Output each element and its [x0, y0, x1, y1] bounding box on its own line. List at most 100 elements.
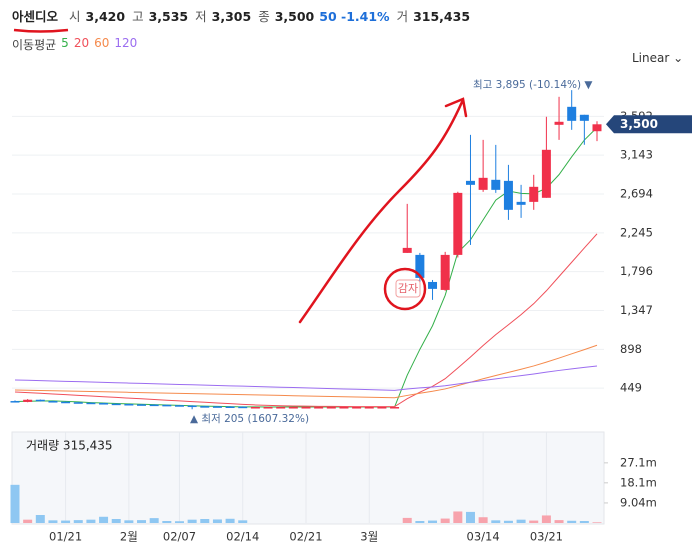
volume-bar	[440, 518, 450, 523]
candle-body	[250, 407, 260, 409]
event-box	[395, 279, 421, 298]
x-tick-label: 02/07	[163, 530, 196, 544]
min-annotation: ▲ 최저 205 (1607.32%)	[190, 413, 309, 425]
volume-bar	[10, 484, 20, 523]
hand-circle	[383, 267, 427, 311]
y-tick-label: 2,245	[620, 225, 653, 239]
candle-body	[478, 177, 488, 190]
candle-body	[124, 403, 134, 406]
candle-body	[390, 407, 400, 409]
quote-label: 저	[195, 9, 207, 24]
candle-body	[137, 404, 147, 406]
candle-body	[352, 407, 362, 409]
price-tag-label: 3,500	[620, 117, 658, 131]
candle-body	[314, 407, 324, 409]
candle-body	[415, 254, 425, 278]
quote-value: 3,500	[274, 9, 315, 24]
candle-body	[339, 407, 349, 409]
volume-bar	[124, 520, 134, 523]
volume-bar	[111, 519, 121, 523]
volume-bar	[137, 520, 147, 523]
ma-line	[14, 365, 598, 391]
volume-panel	[11, 431, 605, 525]
hand-underline	[13, 28, 69, 33]
volume-tick-label: 9.04m	[620, 495, 657, 509]
scale-toggle[interactable]: Linear ⌄	[632, 51, 684, 65]
candle-body	[10, 401, 20, 403]
volume-bar	[149, 518, 159, 523]
price-change: 50 -1.41%	[319, 9, 390, 24]
volume-bar	[478, 517, 488, 523]
candle-body	[567, 106, 577, 121]
volume-bar	[48, 520, 58, 523]
volume-bar	[174, 521, 184, 523]
candle-body	[23, 399, 33, 402]
ma-line	[14, 344, 598, 399]
volume-bar	[187, 519, 197, 523]
quote-value: 3,535	[148, 9, 189, 24]
candle-body	[516, 201, 526, 205]
volume-bar	[503, 520, 513, 523]
candle-body	[592, 124, 602, 132]
y-tick-label: 1,796	[620, 264, 653, 278]
volume-bar	[529, 520, 539, 523]
ma-line	[14, 127, 598, 408]
volume-bar	[23, 519, 33, 523]
legend-entry: 20	[73, 36, 90, 50]
volume-bar	[73, 520, 83, 523]
quote-label: 종	[258, 9, 270, 24]
candle-body	[174, 405, 184, 407]
volume-bar	[225, 518, 235, 523]
x-tick-label: 03/14	[467, 530, 500, 544]
candle-body	[238, 406, 248, 409]
ma-legend: 이동평균 5 20 60 120	[12, 36, 137, 53]
candle-body	[73, 402, 83, 404]
x-tick-label: 3월	[360, 530, 378, 544]
x-tick-label: 01/21	[49, 530, 82, 544]
volume-tick-label: 18.1m	[620, 475, 657, 489]
candle-body	[428, 281, 438, 289]
volume-bar	[453, 511, 463, 523]
quote-value: 3,305	[211, 9, 252, 24]
volume-bar	[402, 517, 412, 523]
candle-body	[212, 406, 222, 408]
volume-bar	[61, 520, 71, 523]
candle-body	[402, 247, 412, 253]
legend-entry: 60	[94, 36, 110, 50]
stock-name: 아센디오	[12, 9, 59, 24]
candle-body	[200, 406, 210, 408]
quote-value: 3,420	[85, 9, 126, 24]
quote-label: 거	[396, 9, 409, 24]
event-marker: 감자	[398, 282, 418, 295]
x-tick-label: 02/21	[289, 530, 322, 544]
candle-body	[541, 149, 551, 198]
volume-bar	[554, 520, 564, 523]
candle-body	[440, 254, 450, 290]
quote-label: 시	[69, 9, 81, 24]
volume-tick-label: 27.1m	[620, 455, 657, 469]
candle-body	[276, 407, 286, 409]
ma-line	[14, 233, 598, 408]
candle-body	[364, 407, 374, 409]
candle-body	[554, 121, 564, 125]
hand-arrow	[298, 97, 468, 324]
volume-bar	[162, 521, 172, 523]
x-tick-label: 02/14	[226, 530, 259, 544]
volume-bar	[491, 520, 501, 523]
volume-bar	[238, 520, 248, 523]
price-tag	[606, 115, 692, 134]
candle-body	[326, 407, 336, 409]
candle-body	[503, 180, 513, 210]
x-tick-label: 03/21	[530, 530, 563, 544]
volume-title: 거래량 315,435	[26, 439, 113, 453]
candle-body	[301, 407, 311, 409]
candle-body	[491, 179, 501, 190]
volume-bar	[212, 519, 222, 523]
volume-bar	[200, 519, 210, 523]
quote-label: 고	[132, 9, 144, 24]
legend-entry: 5	[61, 36, 69, 50]
volume-bar	[415, 521, 425, 523]
y-tick-label: 2,694	[620, 187, 653, 201]
